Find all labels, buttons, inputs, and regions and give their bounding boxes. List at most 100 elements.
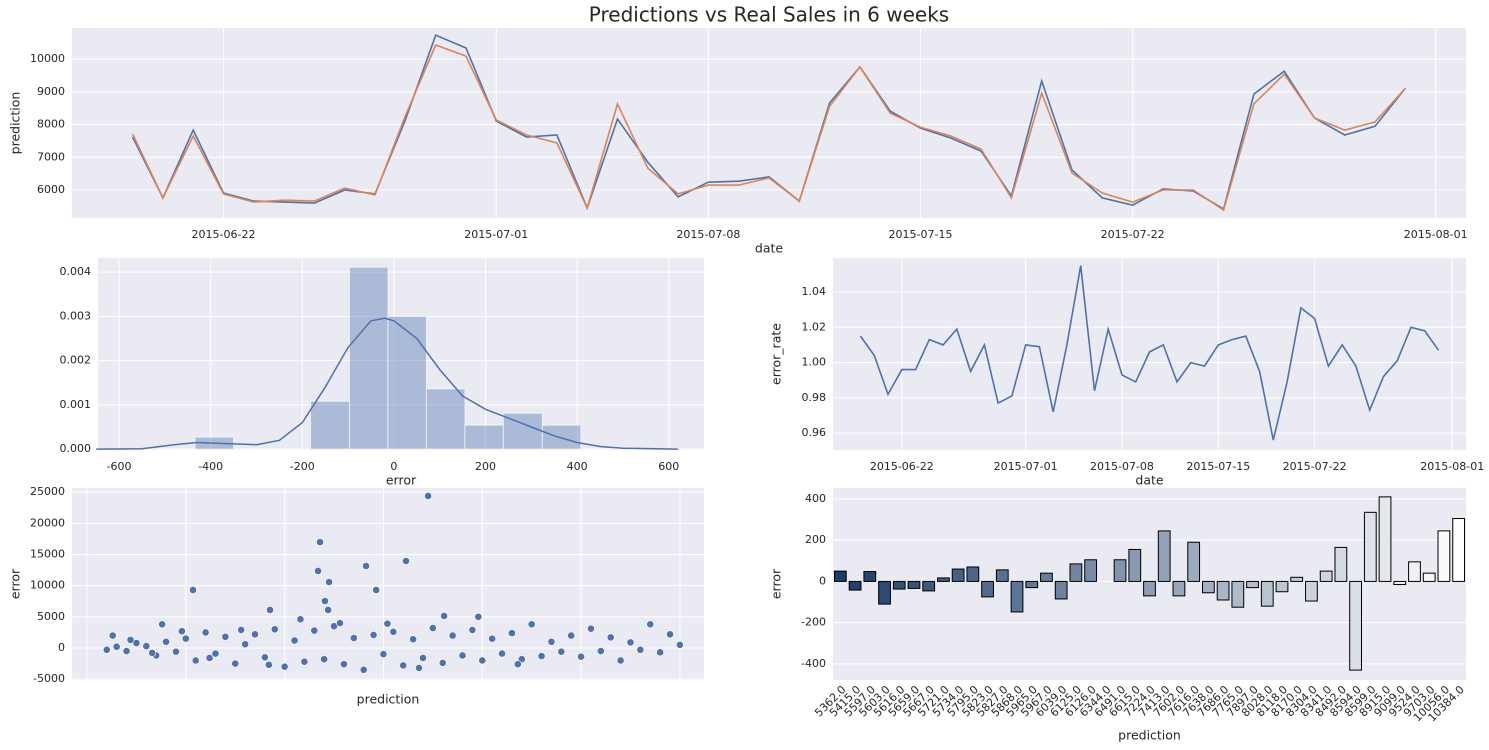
scatter-point xyxy=(448,631,457,640)
hist-bar xyxy=(387,315,427,450)
scatter-point xyxy=(508,629,516,637)
scatter-point xyxy=(389,627,398,636)
series-line xyxy=(859,265,1440,441)
scatter-point xyxy=(646,620,655,629)
x-tick-label: -400 xyxy=(198,460,223,473)
bar xyxy=(1246,580,1259,589)
scatter-point xyxy=(189,586,197,594)
y-tick-label: -400 xyxy=(801,657,826,670)
scatter-point xyxy=(675,640,684,649)
plot-background xyxy=(72,28,1466,218)
y-tick-label: 0.96 xyxy=(802,426,827,439)
bar xyxy=(878,580,891,605)
scatter-point xyxy=(383,619,392,628)
scatter-point xyxy=(567,631,576,640)
scatter-point xyxy=(468,626,477,634)
scatter-point xyxy=(201,628,210,637)
x-tick-label: 2015-06-22 xyxy=(192,228,256,241)
bar xyxy=(1275,580,1289,593)
scatter-point xyxy=(300,657,309,666)
scatter-point xyxy=(270,625,279,634)
bar xyxy=(1187,541,1201,582)
hist-bar xyxy=(425,388,466,450)
bar xyxy=(1363,511,1377,582)
series-line xyxy=(131,34,1407,211)
y-tick-label: 1.02 xyxy=(802,320,827,333)
scatter-point xyxy=(296,615,305,624)
bar xyxy=(981,580,994,598)
scatter-point xyxy=(260,653,269,662)
scatter-point xyxy=(438,659,447,667)
y-tick-label: -200 xyxy=(801,616,826,629)
bar xyxy=(1216,580,1230,601)
x-tick-label: -200 xyxy=(290,460,315,473)
bar xyxy=(1452,518,1466,582)
bar xyxy=(1349,580,1362,671)
y-tick-label: 20000 xyxy=(30,516,65,529)
bar xyxy=(1054,580,1068,600)
x-tick-label: 2015-07-01 xyxy=(994,460,1058,473)
bar xyxy=(1305,580,1318,602)
scatter-point xyxy=(310,626,319,635)
scatter-point xyxy=(102,645,111,654)
scatter-point xyxy=(409,635,417,644)
bar xyxy=(1201,580,1215,594)
bar xyxy=(1157,530,1171,582)
scatter-point xyxy=(211,649,220,658)
y-tick-label: 10000 xyxy=(30,579,65,592)
scatter-point xyxy=(177,627,186,636)
x-axis-label: prediction xyxy=(357,692,420,707)
scatter-point xyxy=(399,661,408,670)
scatter-point xyxy=(142,642,151,651)
scatter-point xyxy=(498,649,506,658)
scatter-point xyxy=(369,630,378,639)
bar xyxy=(1025,580,1039,589)
scatter-point xyxy=(316,538,324,546)
x-tick-label: -600 xyxy=(107,460,132,473)
scatter-point xyxy=(280,662,289,671)
scatter-point xyxy=(112,642,121,651)
kde-line xyxy=(96,317,678,450)
scatter-point xyxy=(616,656,625,665)
scatter-point xyxy=(264,660,273,669)
y-axis-label: prediction xyxy=(8,92,23,155)
scatter-point xyxy=(251,630,259,639)
scatter-point xyxy=(320,655,329,664)
y-tick-label: 1.00 xyxy=(802,356,827,369)
scatter-point xyxy=(162,637,170,646)
scatter-point xyxy=(415,664,423,672)
bar xyxy=(1260,580,1274,607)
bar xyxy=(1128,548,1142,582)
x-axis-label: prediction xyxy=(1118,728,1181,743)
bar xyxy=(1408,561,1421,582)
scatter-point xyxy=(596,647,605,655)
x-tick-label: 600 xyxy=(658,460,679,473)
scatter-point xyxy=(126,635,135,644)
scatter-point xyxy=(158,620,167,629)
scatter-point xyxy=(440,612,449,620)
x-tick-label: 0 xyxy=(390,460,397,473)
y-tick-label: 400 xyxy=(805,492,826,505)
bar xyxy=(1334,546,1348,582)
y-tick-label: 0.003 xyxy=(60,309,92,322)
y-tick-label: 0.001 xyxy=(60,398,92,411)
x-tick-label: 2015-07-15 xyxy=(1186,460,1250,473)
series-line xyxy=(131,43,1406,212)
scatter-point xyxy=(181,634,190,643)
scatter-point xyxy=(205,654,214,662)
bar xyxy=(1437,530,1451,582)
x-tick-label: 200 xyxy=(475,460,496,473)
bar xyxy=(1084,559,1098,582)
x-tick-label: 2015-06-22 xyxy=(870,460,934,473)
bar xyxy=(1040,572,1053,582)
x-tick-label: 2015-07-08 xyxy=(1090,460,1154,473)
x-tick-label: 2015-07-22 xyxy=(1283,460,1347,473)
hist-bar xyxy=(310,400,350,450)
y-axis-label: error xyxy=(769,568,784,599)
y-axis-label: error_rate xyxy=(769,323,784,385)
scatter-point xyxy=(606,633,615,642)
bar xyxy=(922,580,936,592)
scatter-point xyxy=(221,632,230,641)
scatter-point xyxy=(122,647,131,655)
